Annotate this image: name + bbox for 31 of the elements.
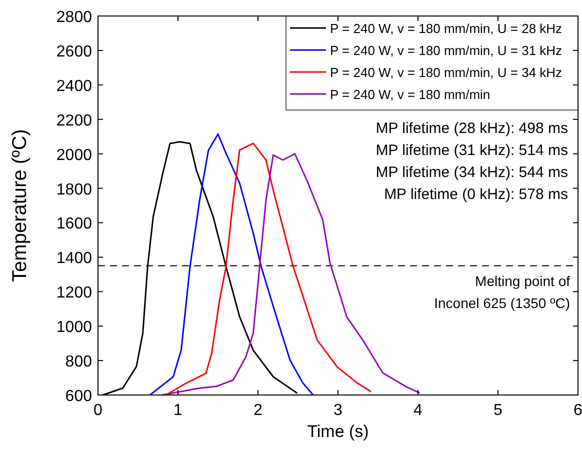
line-series	[149, 133, 314, 396]
x-tick-label: 6	[574, 402, 582, 419]
annotation: MP lifetime (34 kHz): 544 ms	[376, 164, 568, 182]
x-tick-label: 2	[254, 402, 263, 419]
y-tick-label: 1400	[56, 250, 92, 268]
legend-label: P = 240 W, v = 180 mm/min, U = 28 kHz	[330, 21, 562, 36]
x-tick-label: 5	[494, 402, 503, 419]
y-tick-label: 2600	[56, 43, 92, 60]
annotation: MP lifetime (0 kHz): 578 ms	[384, 186, 568, 204]
y-tick-label: 1200	[56, 284, 92, 302]
legend-label: P = 240 W, v = 180 mm/min, U = 31 kHz	[330, 43, 562, 58]
y-tick-label: 1000	[56, 319, 92, 336]
ref-line-label: Melting point of Inconel 625 (1350 ºC)	[434, 272, 570, 311]
y-tick-label: 2800	[56, 9, 92, 26]
y-tick-label: 1800	[56, 181, 92, 198]
y-tick-label: 2200	[56, 112, 92, 130]
x-tick-label: 1	[174, 402, 183, 419]
y-axis-title: Temperature (ºC)	[9, 129, 31, 282]
x-tick-label: 3	[334, 402, 343, 419]
legend-label: P = 240 W, v = 180 mm/min	[330, 87, 490, 102]
legend-label: P = 240 W, v = 180 mm/min, U = 34 kHz	[330, 65, 562, 80]
y-tick-label: 800	[65, 354, 92, 371]
y-tick-label: 1600	[56, 216, 92, 233]
annotation: MP lifetime (28 kHz): 498 ms	[376, 120, 568, 138]
x-axis-title: Time (s)	[307, 422, 369, 441]
annotation: MP lifetime (31 kHz): 514 ms	[376, 142, 568, 160]
y-tick-label: 600	[65, 388, 92, 405]
x-tick-label: 0	[94, 402, 103, 419]
x-tick-label: 4	[414, 402, 423, 419]
y-tick-label: 2000	[56, 146, 92, 164]
y-tick-label: 2400	[56, 78, 92, 95]
